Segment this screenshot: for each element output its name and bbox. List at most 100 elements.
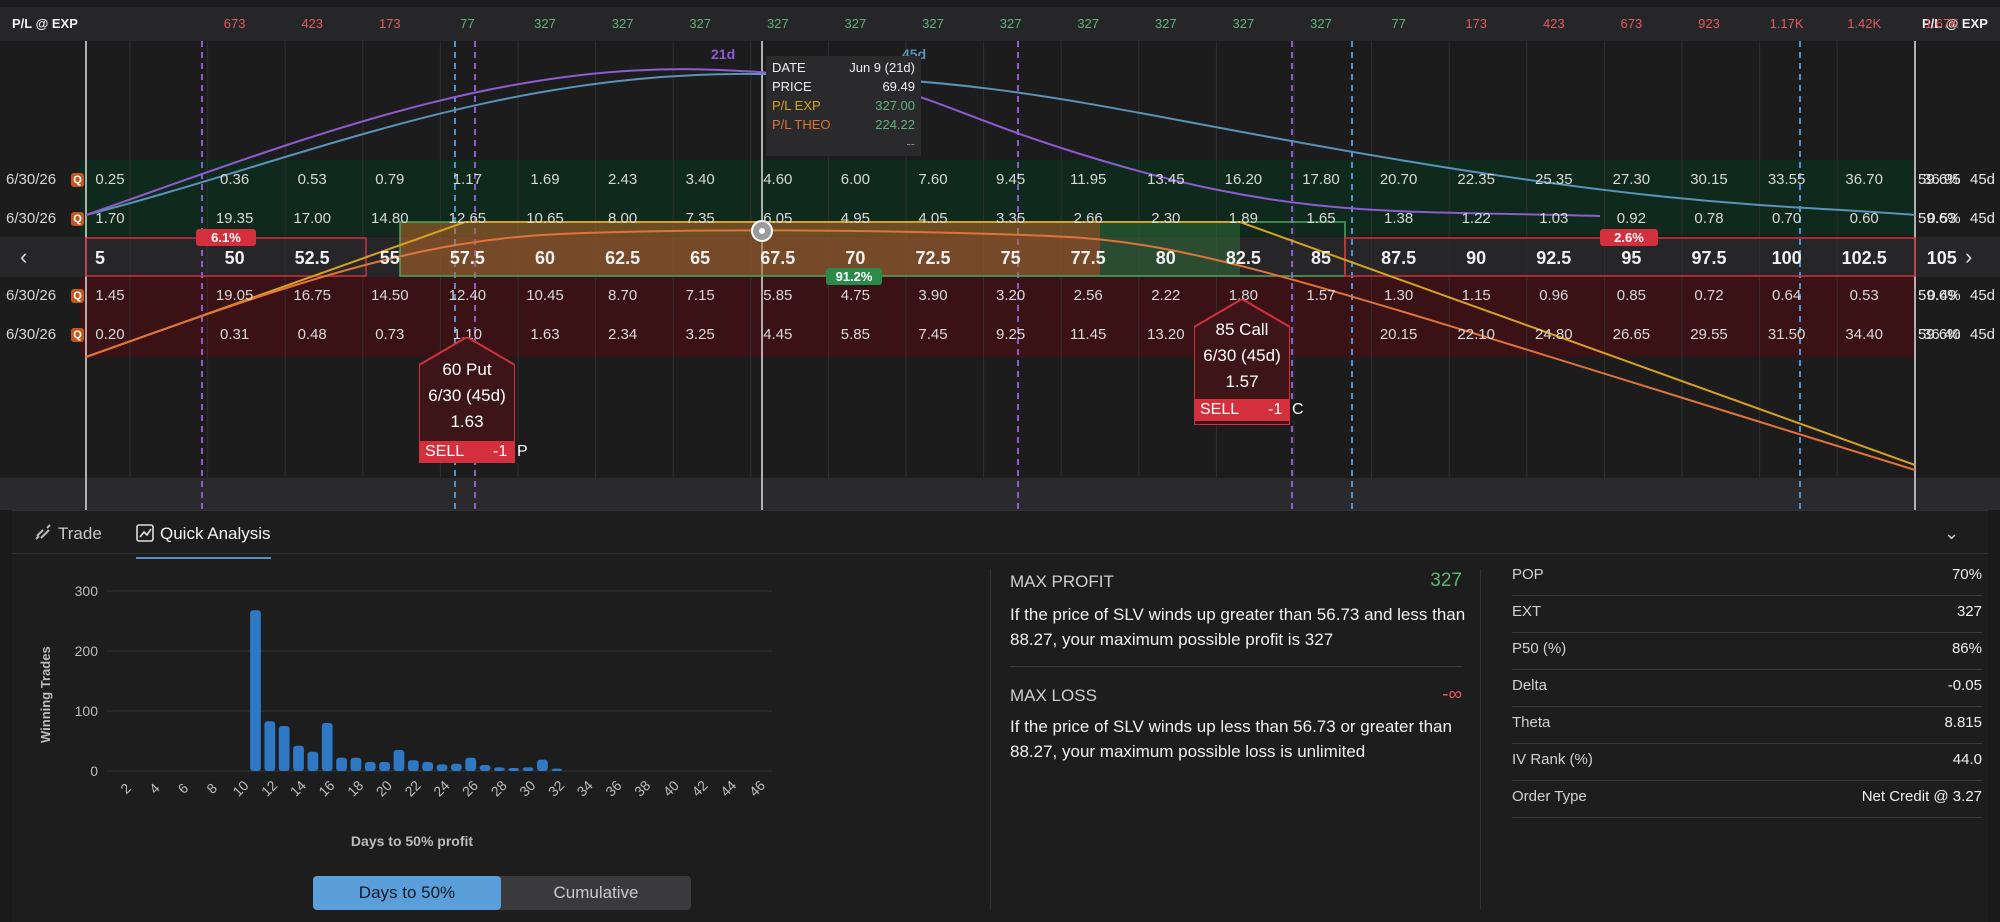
option-price-cell[interactable]: 1.10 [452, 326, 482, 343]
option-price-cell[interactable]: 16.20 [1224, 171, 1263, 188]
option-price-cell[interactable]: 24.80 [1535, 326, 1573, 343]
option-price-cell[interactable]: 1.17 [452, 171, 482, 188]
leg-tag-85-call[interactable]: 85 Call 6/30 (45d) 1.57 SELL -1 C [1194, 299, 1306, 425]
strike-price[interactable]: 67.5 [760, 248, 796, 268]
option-price-cell[interactable]: 13.45 [1147, 171, 1185, 188]
option-price-cell[interactable]: 20.70 [1379, 171, 1418, 188]
option-price-cell[interactable]: 2.30 [1151, 210, 1181, 227]
option-price-cell[interactable]: 3.90 [918, 287, 948, 304]
option-price-cell[interactable]: 1.30 [1383, 287, 1414, 304]
strike-price[interactable]: 105 [1926, 248, 1957, 268]
option-price-cell[interactable]: 1.03 [1539, 210, 1569, 227]
histogram-bar[interactable] [264, 721, 276, 771]
option-price-cell[interactable]: 29.55 [1690, 326, 1728, 343]
toggle-days-button[interactable]: Days to 50% [313, 876, 501, 910]
option-price-cell[interactable]: 12.65 [448, 210, 487, 227]
histogram-bar[interactable] [336, 757, 347, 771]
option-price-cell[interactable]: 14.50 [371, 287, 409, 304]
histogram-bar[interactable] [422, 762, 434, 771]
option-price-cell[interactable]: 1.45 [95, 287, 125, 304]
option-price-cell[interactable]: 33.55 [1767, 171, 1806, 188]
histogram-bar[interactable] [250, 610, 261, 771]
strike-price[interactable]: 72.5 [915, 248, 951, 268]
strike-price[interactable]: 57.5 [449, 248, 485, 268]
option-price-cell[interactable]: 12.40 [448, 287, 487, 304]
option-price-cell[interactable]: 0.36 [219, 171, 250, 188]
histogram-bar[interactable] [307, 751, 319, 771]
option-price-cell[interactable]: 27.30 [1612, 171, 1651, 188]
strike-price[interactable]: 77.5 [1070, 248, 1106, 268]
option-price-cell[interactable]: 34.40 [1845, 326, 1883, 343]
histogram-bar[interactable] [522, 767, 534, 771]
strike-price[interactable]: 75 [1000, 248, 1021, 268]
histogram-bar[interactable] [508, 768, 520, 771]
histogram-bar[interactable] [393, 750, 405, 771]
option-price-cell[interactable]: 10.65 [526, 210, 564, 227]
option-price-cell[interactable]: 0.53 [1849, 287, 1879, 304]
option-price-cell[interactable]: 1.57 [1306, 287, 1336, 304]
strike-price[interactable]: 5 [94, 248, 105, 268]
option-price-cell[interactable]: 0.60 [1849, 210, 1879, 227]
option-price-cell[interactable]: 9.45 [995, 171, 1026, 188]
option-price-cell[interactable]: 6.05 [763, 210, 793, 227]
option-price-cell[interactable]: 5.85 [763, 287, 793, 304]
option-price-cell[interactable]: 1.65 [1306, 210, 1336, 227]
option-price-cell[interactable]: 7.15 [685, 287, 715, 304]
strike-price[interactable]: 97.5 [1691, 248, 1727, 268]
quote-badge-icon[interactable]: Q [71, 173, 84, 187]
option-price-cell[interactable]: 3.25 [685, 326, 715, 343]
strike-price[interactable]: 55 [379, 248, 400, 268]
quote-badge-icon[interactable]: Q [71, 212, 84, 226]
option-price-cell[interactable]: 26.65 [1612, 326, 1651, 343]
histogram-bar[interactable] [465, 757, 477, 771]
histogram-bar[interactable] [364, 762, 376, 771]
option-price-cell[interactable]: 17.00 [293, 210, 331, 227]
option-price-cell[interactable]: 0.31 [219, 326, 250, 343]
histogram-bar[interactable] [551, 768, 563, 771]
option-price-cell[interactable]: 19.35 [215, 210, 254, 227]
next-strikes-button[interactable]: › [1965, 244, 1973, 269]
option-price-cell[interactable]: 1.15 [1461, 287, 1491, 304]
strike-price[interactable]: 100 [1771, 248, 1802, 268]
option-price-cell[interactable]: 0.20 [95, 326, 125, 343]
strike-price[interactable]: 87.5 [1381, 248, 1417, 268]
option-price-cell[interactable]: 4.60 [763, 171, 793, 188]
histogram-bar[interactable] [293, 745, 304, 771]
option-price-cell[interactable]: 3.40 [685, 171, 715, 188]
option-price-cell[interactable]: 0.72 [1694, 287, 1724, 304]
option-price-cell[interactable]: 0.53 [1927, 210, 1957, 227]
option-price-cell[interactable]: 2.56 [1073, 287, 1103, 304]
strike-price[interactable]: 90 [1466, 248, 1487, 268]
strike-price[interactable]: 60 [534, 248, 556, 268]
option-price-cell[interactable]: 25.35 [1535, 171, 1573, 188]
strike-price[interactable]: 52.5 [294, 248, 330, 268]
histogram-bar[interactable] [321, 723, 333, 771]
option-price-cell[interactable]: 1.89 [1228, 210, 1258, 227]
risk-graph[interactable]: P/L @ EXP P/L @ EXP 673 423 173 77 327 327 327… [0, 0, 2000, 510]
option-price-cell[interactable]: 36.40 [1923, 326, 1961, 343]
option-price-cell[interactable]: 1.38 [1383, 210, 1414, 227]
option-price-cell[interactable]: 30.15 [1690, 171, 1728, 188]
option-price-cell[interactable]: 2.34 [607, 326, 638, 343]
option-price-cell[interactable]: 8.00 [607, 210, 638, 227]
strike-price[interactable]: 80 [1155, 248, 1176, 268]
option-price-cell[interactable]: 36.70 [1845, 171, 1883, 188]
quote-badge-icon[interactable]: Q [71, 328, 84, 342]
option-price-cell[interactable]: 7.60 [918, 171, 948, 188]
histogram-bar[interactable] [494, 767, 505, 771]
option-price-cell[interactable]: 4.95 [840, 210, 870, 227]
option-price-cell[interactable]: 19.05 [215, 287, 254, 304]
histogram-bar[interactable] [479, 765, 491, 771]
strike-price[interactable]: 82.5 [1225, 248, 1261, 268]
option-price-cell[interactable]: 1.80 [1228, 287, 1258, 304]
histogram-bar[interactable] [379, 762, 390, 771]
option-price-cell[interactable]: 0.64 [1771, 287, 1802, 304]
option-price-cell[interactable]: 0.79 [375, 171, 405, 188]
option-price-cell[interactable]: 1.70 [95, 210, 125, 227]
option-price-cell[interactable]: 0.73 [375, 326, 405, 343]
option-price-cell[interactable]: 0.48 [297, 326, 327, 343]
option-price-cell[interactable]: 6.00 [840, 171, 870, 188]
option-price-cell[interactable]: 0.25 [95, 171, 125, 188]
option-price-cell[interactable]: 1.22 [1461, 210, 1491, 227]
option-price-cell[interactable]: 10.45 [526, 287, 564, 304]
